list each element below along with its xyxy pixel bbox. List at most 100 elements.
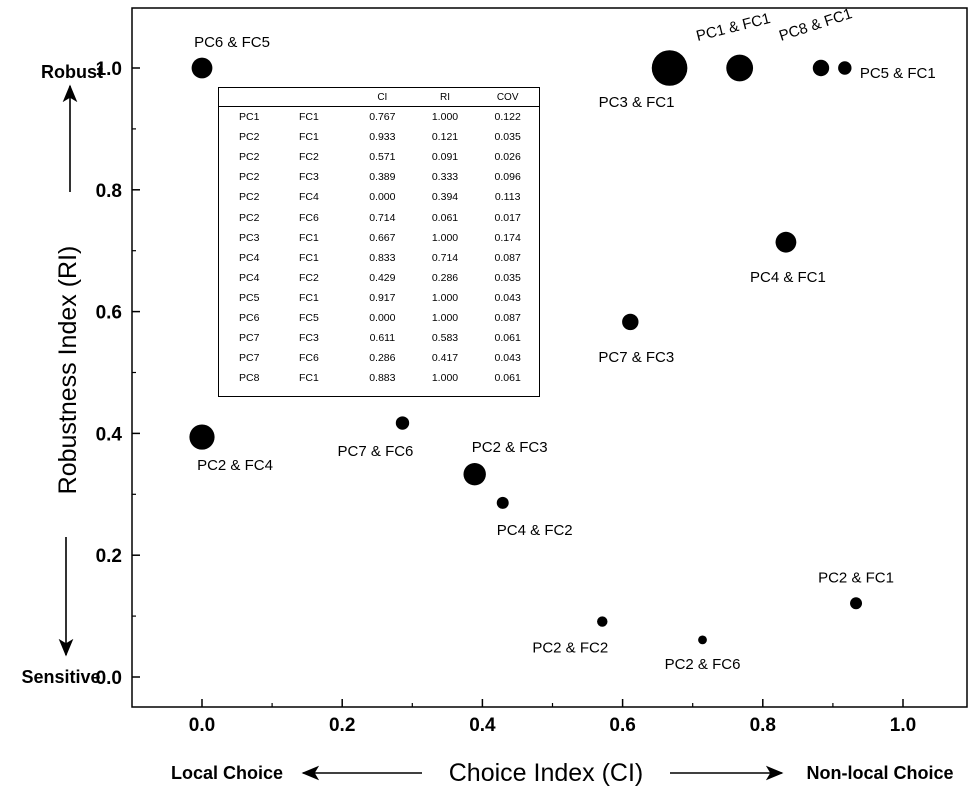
table-row: PC3 FC1 0.667 1.000 0.174 <box>219 228 539 248</box>
table-cell: PC7 <box>239 352 260 365</box>
x-right-label: Non-local Choice <box>806 763 953 783</box>
point-label: PC7 & FC3 <box>598 349 674 366</box>
table-cell: PC7 <box>239 332 260 345</box>
table-row: PC4 FC2 0.429 0.286 0.035 <box>219 268 539 288</box>
table-cell: 1.000 <box>431 231 459 244</box>
table-cell: 0.113 <box>494 191 521 204</box>
table-row: PC6 FC5 0.000 1.000 0.087 <box>219 308 539 328</box>
data-point <box>622 313 639 331</box>
table-cell: FC1 <box>299 131 319 144</box>
table-cell: 0.087 <box>494 311 521 324</box>
table-cell: FC6 <box>299 211 319 224</box>
x-tick-label: 0.6 <box>609 715 635 736</box>
table-cell: FC1 <box>299 251 319 264</box>
data-table: CI RI COV PC1 FC1 0.767 1.000 0.122 PC2 FC1 0.933… <box>219 88 539 388</box>
y-axis-ticks: 0.0 0.2 0.4 0.6 0.8 1.0 <box>96 59 140 689</box>
table-cell: 0.394 <box>431 191 459 204</box>
table-row: PC1 FC1 0.767 1.000 0.122 <box>219 107 539 128</box>
point-label: PC7 & FC6 <box>338 443 414 460</box>
inset-data-table: CI RI COV PC1 FC1 0.767 1.000 0.122 PC2 FC1 0.933… <box>218 87 540 397</box>
table-cell: 0.767 <box>369 111 396 124</box>
point-label: PC1 & FC1 <box>695 10 773 45</box>
table-cell: FC1 <box>299 111 319 124</box>
table-cell: 0.417 <box>431 352 459 365</box>
table-cell: 0.017 <box>494 211 521 224</box>
table-row: PC7 FC3 0.611 0.583 0.061 <box>219 328 539 348</box>
table-body: PC1 FC1 0.767 1.000 0.122 PC2 FC1 0.933 0.121 0.0… <box>219 107 539 389</box>
table-cell: 0.061 <box>494 332 521 345</box>
data-point <box>775 231 797 253</box>
table-cell: 1.000 <box>431 372 459 385</box>
point-label: PC4 & FC1 <box>750 269 826 286</box>
point-label: PC3 & FC1 <box>599 94 675 111</box>
y-tick-label: 0.4 <box>96 424 123 445</box>
table-cell: 0.122 <box>494 111 521 124</box>
x-left-label: Local Choice <box>171 763 283 783</box>
table-cell: 0.061 <box>431 211 459 224</box>
y-tick-label: 0.0 <box>96 668 122 689</box>
table-cell: 0.026 <box>494 151 521 164</box>
table-row: PC7 FC6 0.286 0.417 0.043 <box>219 348 539 368</box>
table-cell: PC2 <box>239 191 260 204</box>
data-point <box>726 54 754 82</box>
table-cell: 0.429 <box>369 271 396 284</box>
x-tick-label: 0.0 <box>189 715 215 736</box>
data-point <box>395 416 410 430</box>
table-cell: PC2 <box>239 131 260 144</box>
point-label: PC2 & FC6 <box>665 656 741 673</box>
table-cell: 0.174 <box>494 231 521 244</box>
table-cell: 0.091 <box>431 151 459 164</box>
table-cell: PC3 <box>239 231 260 244</box>
table-cell: 0.286 <box>431 271 459 284</box>
table-cell: 1.000 <box>431 291 459 304</box>
table-cell: 1.000 <box>431 111 459 124</box>
table-row: PC2 FC4 0.000 0.394 0.113 <box>219 187 539 207</box>
table-row: PC2 FC1 0.933 0.121 0.035 <box>219 127 539 147</box>
table-cell: 0.389 <box>369 171 396 184</box>
point-label: PC8 & FC1 <box>777 5 854 45</box>
y-tick-label: 0.6 <box>96 303 122 324</box>
table-column-header <box>299 88 351 107</box>
table-cell: 0.833 <box>369 251 396 264</box>
table-cell: PC2 <box>239 151 260 164</box>
table-cell: FC5 <box>299 311 319 324</box>
y-bottom-label: Sensitive <box>21 667 100 687</box>
y-tick-label: 0.8 <box>96 181 122 202</box>
y-axis-title: Robustness Index (RI) <box>54 246 82 495</box>
table-cell: 0.571 <box>369 151 396 164</box>
table-cell: FC4 <box>299 191 319 204</box>
table-cell: 0.043 <box>494 352 521 365</box>
data-point <box>698 635 707 645</box>
table-cell: PC2 <box>239 211 260 224</box>
table-cell: 0.933 <box>369 131 396 144</box>
table-row: PC2 FC2 0.571 0.091 0.026 <box>219 147 539 167</box>
table-row: PC5 FC1 0.917 1.000 0.043 <box>219 288 539 308</box>
y-top-label: Robust <box>41 62 103 82</box>
table-cell: 0.667 <box>369 231 396 244</box>
table-cell: FC2 <box>299 151 319 164</box>
table-cell: FC3 <box>299 332 319 345</box>
table-cell: 0.061 <box>494 372 521 385</box>
table-row: PC2 FC6 0.714 0.061 0.017 <box>219 207 539 227</box>
table-cell: PC1 <box>239 111 260 124</box>
y-tick-label: 0.2 <box>96 546 122 567</box>
table-cell: FC1 <box>299 231 319 244</box>
table-header-row: CI RI COV <box>219 88 539 107</box>
table-cell: PC6 <box>239 311 260 324</box>
x-tick-label: 1.0 <box>890 715 916 736</box>
data-point <box>597 616 608 627</box>
table-column-header: COV <box>476 88 539 107</box>
data-point <box>850 597 863 610</box>
table-cell: 0.000 <box>369 191 396 204</box>
table-cell: 0.043 <box>494 291 521 304</box>
table-cell: PC2 <box>239 171 260 184</box>
table-cell: 0.000 <box>369 311 396 324</box>
table-cell: PC4 <box>239 251 260 264</box>
data-point <box>812 59 830 77</box>
table-row: PC8 FC1 0.883 1.000 0.061 <box>219 368 539 388</box>
x-tick-label: 0.8 <box>750 715 776 736</box>
point-label: PC2 & FC4 <box>197 457 273 474</box>
data-point <box>838 61 852 75</box>
table-cell: FC1 <box>299 291 319 304</box>
point-label: PC2 & FC2 <box>532 640 608 657</box>
